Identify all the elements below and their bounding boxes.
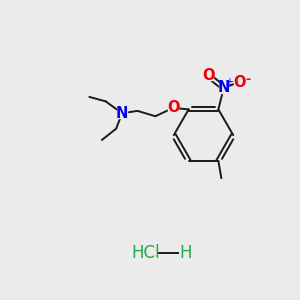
Bar <box>234 77 244 87</box>
Text: O: O <box>167 100 179 116</box>
Text: N: N <box>218 80 230 95</box>
Bar <box>168 103 178 113</box>
Text: +: + <box>225 77 233 87</box>
Bar <box>117 109 127 118</box>
Text: -: - <box>245 73 250 86</box>
Text: O: O <box>233 75 245 90</box>
Bar <box>203 71 213 80</box>
Text: HCl: HCl <box>131 244 160 262</box>
Text: H: H <box>179 244 192 262</box>
Text: N: N <box>116 106 128 121</box>
Bar <box>219 83 229 93</box>
Text: O: O <box>202 68 214 83</box>
